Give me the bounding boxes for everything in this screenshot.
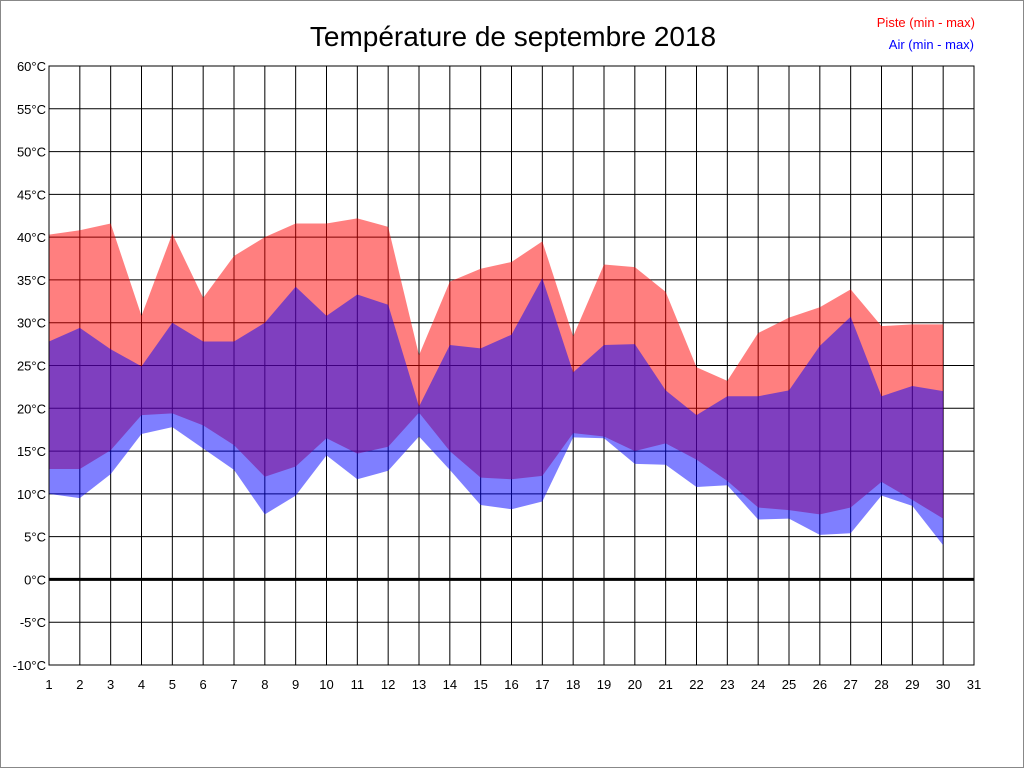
y-tick-label: 10°C	[17, 487, 46, 502]
plot-border	[48, 65, 975, 666]
x-tick-label: 6	[200, 677, 207, 692]
x-tick-label: 14	[443, 677, 457, 692]
y-tick-label: 15°C	[17, 444, 46, 459]
x-tick-label: 17	[535, 677, 549, 692]
y-tick-label: 5°C	[24, 530, 46, 545]
x-tick-label: 27	[843, 677, 857, 692]
x-tick-label: 12	[381, 677, 395, 692]
x-tick-label: 13	[412, 677, 426, 692]
y-tick-label: 40°C	[17, 230, 46, 245]
x-tick-label: 24	[751, 677, 765, 692]
y-tick-label: -5°C	[20, 615, 46, 630]
y-tick-label: 35°C	[17, 273, 46, 288]
x-tick-label: 23	[720, 677, 734, 692]
y-tick-label: 20°C	[17, 401, 46, 416]
x-tick-label: 18	[566, 677, 580, 692]
y-tick-label: 0°C	[24, 572, 46, 587]
series-areas	[49, 218, 944, 546]
x-tick-label: 29	[905, 677, 919, 692]
x-tick-label: 5	[169, 677, 176, 692]
y-tick-label: 25°C	[17, 359, 46, 374]
x-tick-label: 3	[107, 677, 114, 692]
legend-air: Air (min - max)	[889, 37, 974, 52]
x-tick-label: 11	[351, 677, 365, 692]
x-tick-label: 22	[689, 677, 703, 692]
axes: 1 2 3 4 5 6 7 8 9 10 11 12 13 14 15 16 17 18 19 20 21 22 23 24 2…	[13, 59, 982, 692]
x-tick-label: 31	[967, 677, 981, 692]
x-tick-label: 2	[76, 677, 83, 692]
y-tick-label: 30°C	[17, 316, 46, 331]
x-tick-label: 4	[138, 677, 145, 692]
x-tick-label: 25	[782, 677, 796, 692]
x-tick-label: 30	[936, 677, 950, 692]
chart-title: Température de septembre 2018	[310, 21, 716, 52]
x-tick-label: 26	[813, 677, 827, 692]
x-tick-label: 1	[45, 677, 52, 692]
legend-piste: Piste (min - max)	[877, 15, 975, 30]
y-tick-label: 45°C	[17, 187, 46, 202]
x-tick-label: 20	[628, 677, 642, 692]
x-tick-label: 21	[658, 677, 672, 692]
x-tick-label: 28	[874, 677, 888, 692]
x-tick-label: 16	[504, 677, 518, 692]
area-air	[49, 278, 944, 546]
x-tick-label: 7	[230, 677, 237, 692]
x-tick-label: 19	[597, 677, 611, 692]
y-tick-label: 55°C	[17, 102, 46, 117]
y-tick-label: 60°C	[17, 59, 46, 74]
y-tick-label: 50°C	[17, 145, 46, 160]
x-tick-label: 9	[292, 677, 299, 692]
x-tick-label: 8	[261, 677, 268, 692]
x-tick-label: 10	[319, 677, 333, 692]
x-tick-label: 15	[473, 677, 487, 692]
y-tick-label: -10°C	[13, 658, 46, 673]
